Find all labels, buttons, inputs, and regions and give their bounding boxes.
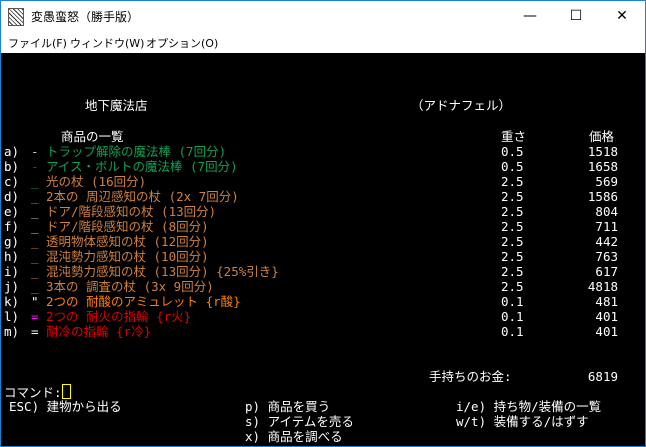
item-price: 401 xyxy=(595,309,618,324)
item-symbol: _ xyxy=(31,204,39,219)
window-title: 変愚蛮怒（勝手版） xyxy=(31,10,140,24)
item-key: j) xyxy=(4,279,20,294)
item-name[interactable]: トラップ解除の魔法棒 (7回分) xyxy=(46,144,227,159)
minimize-button[interactable]: — xyxy=(523,8,537,24)
item-weight: 0.1 xyxy=(501,294,524,309)
shop-owner: （アドナフェル） xyxy=(411,98,512,113)
command-line[interactable]: コマンド: xyxy=(4,384,71,400)
item-weight: 2.5 xyxy=(501,249,524,264)
item-symbol: - xyxy=(31,159,39,174)
gold-value: 6819 xyxy=(587,369,618,384)
item-symbol: _ xyxy=(31,219,39,234)
item-name[interactable]: 光の杖 (16回分) xyxy=(46,174,147,189)
item-name[interactable]: ドア/階段感知の杖 (8回分) xyxy=(46,219,209,234)
item-key: e) xyxy=(4,204,20,219)
item-key: l) xyxy=(4,309,20,324)
app-icon xyxy=(8,8,24,26)
help-examine: x) 商品を調べる xyxy=(245,429,343,444)
help-sell: s) アイテムを売る xyxy=(245,414,354,429)
item-symbol: _ xyxy=(31,234,39,249)
item-symbol: " xyxy=(31,294,39,309)
item-weight: 2.5 xyxy=(501,189,524,204)
item-price: 569 xyxy=(595,174,618,189)
item-key: g) xyxy=(4,234,20,249)
item-name[interactable]: 3本の 調査の杖 (3x 9回分) xyxy=(46,279,214,294)
item-key: i) xyxy=(4,264,20,279)
shop-name: 地下魔法店 xyxy=(85,98,148,113)
menu-bar: ファイル(F) ウィンドウ(W) オプション(O) xyxy=(1,31,645,52)
item-key: a) xyxy=(4,144,20,159)
list-header: 商品の一覧 xyxy=(61,129,124,144)
item-name[interactable]: 混沌勢力感知の杖 (13回分) {25%引き} xyxy=(46,264,279,279)
weight-header: 重さ xyxy=(501,129,527,144)
help-buy: p) 商品を買う xyxy=(245,399,331,414)
item-price: 617 xyxy=(595,264,618,279)
item-key: c) xyxy=(4,174,20,189)
item-price: 481 xyxy=(595,294,618,309)
command-prompt: コマンド: xyxy=(4,385,62,400)
item-name[interactable]: 混沌勢力感知の杖 (10回分) xyxy=(46,249,209,264)
item-symbol: _ xyxy=(31,174,39,189)
menu-window[interactable]: ウィンドウ(W) xyxy=(70,37,145,50)
item-price: 4818 xyxy=(587,279,618,294)
item-price: 763 xyxy=(595,249,618,264)
help-inventory: i/e) 持ち物/装備の一覧 xyxy=(456,399,602,414)
item-symbol: = xyxy=(31,324,39,339)
item-key: f) xyxy=(4,219,20,234)
item-price: 1586 xyxy=(587,189,618,204)
item-weight: 2.5 xyxy=(501,279,524,294)
item-key: d) xyxy=(4,189,20,204)
item-weight: 0.5 xyxy=(501,159,524,174)
item-weight: 0.1 xyxy=(501,324,524,339)
item-symbol: _ xyxy=(31,189,39,204)
price-header: 価格 xyxy=(589,129,615,144)
item-price: 711 xyxy=(595,219,618,234)
item-price: 401 xyxy=(595,324,618,339)
item-weight: 2.5 xyxy=(501,264,524,279)
item-weight: 0.1 xyxy=(501,309,524,324)
close-button[interactable]: ✕ xyxy=(616,8,628,24)
title-bar: 変愚蛮怒（勝手版） — ☐ ✕ xyxy=(1,1,645,31)
menu-options[interactable]: オプション(O) xyxy=(146,37,219,50)
maximize-button[interactable]: ☐ xyxy=(569,8,583,24)
item-weight: 2.5 xyxy=(501,204,524,219)
item-name[interactable]: 透明物体感知の杖 (12回分) xyxy=(46,234,209,249)
item-key: h) xyxy=(4,249,20,264)
help-equip: w/t) 装備する/はずす xyxy=(456,414,589,429)
terminal: 地下魔法店 （アドナフェル） 商品の一覧 重さ 価格 a) - トラップ解除の魔法棒… xyxy=(1,53,645,446)
item-key: m) xyxy=(4,324,20,339)
cursor xyxy=(61,384,71,399)
item-key: b) xyxy=(4,159,20,174)
item-symbol: _ xyxy=(31,279,39,294)
item-name[interactable]: ドア/階段感知の杖 (13回分) xyxy=(46,204,217,219)
item-price: 1518 xyxy=(587,144,618,159)
item-weight: 2.5 xyxy=(501,234,524,249)
item-name[interactable]: 耐冷の指輪 {r冷} xyxy=(46,324,152,339)
item-name[interactable]: 2つの 耐酸のアミュレット {r酸} xyxy=(46,294,241,309)
help-esc: ESC) 建物から出る xyxy=(9,399,122,414)
item-symbol: _ xyxy=(31,249,39,264)
item-weight: 2.5 xyxy=(501,174,524,189)
item-symbol: = xyxy=(31,309,39,324)
item-key: k) xyxy=(4,294,20,309)
item-weight: 2.5 xyxy=(501,219,524,234)
item-price: 1658 xyxy=(587,159,618,174)
item-symbol: _ xyxy=(31,264,39,279)
item-weight: 0.5 xyxy=(501,144,524,159)
item-symbol: - xyxy=(31,144,39,159)
item-name[interactable]: アイス・ボルトの魔法棒 (7回分) xyxy=(46,159,238,174)
item-name[interactable]: 2つの 耐火の指輪 {r火} xyxy=(46,309,192,324)
item-name[interactable]: 2本の 周辺感知の杖 (2x 7回分) xyxy=(46,189,239,204)
item-price: 804 xyxy=(595,204,618,219)
gold-label: 手持ちのお金: xyxy=(429,369,512,384)
item-price: 442 xyxy=(595,234,618,249)
menu-file[interactable]: ファイル(F) xyxy=(8,37,67,50)
